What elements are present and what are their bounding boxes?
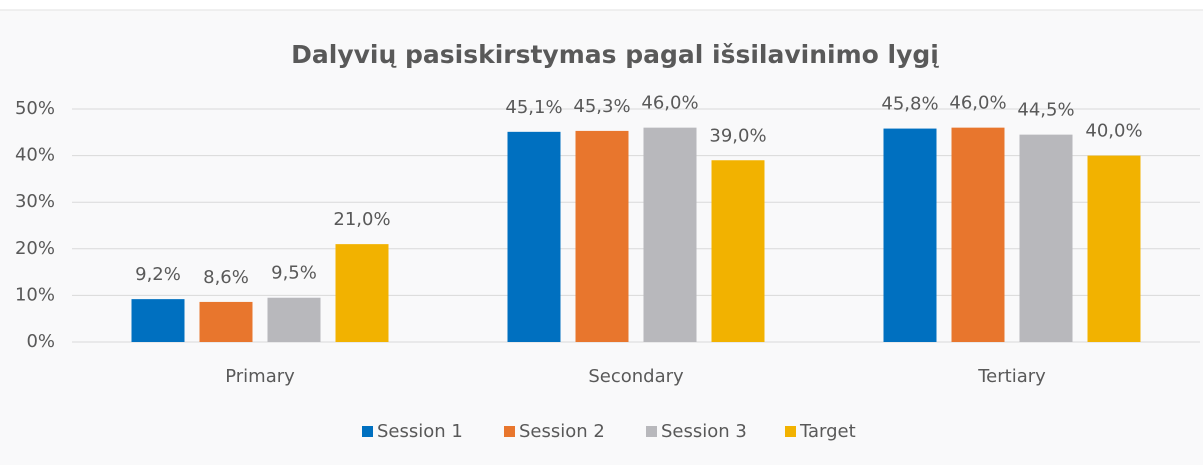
data-label: 45,3% [573, 96, 630, 117]
legend-swatch [646, 426, 657, 437]
x-tick-label: Secondary [588, 366, 684, 387]
data-label: 45,8% [881, 94, 938, 115]
y-tick-label: 30% [15, 191, 55, 212]
data-label: 21,0% [333, 209, 390, 230]
legend-swatch [504, 426, 515, 437]
chart-title: Dalyvių pasiskirstymas pagal išsilavinim… [291, 40, 939, 69]
bar [335, 244, 389, 342]
bar [951, 127, 1005, 342]
bar [131, 299, 185, 342]
data-label: 8,6% [203, 267, 249, 288]
data-label: 46,0% [949, 93, 1006, 114]
bar [507, 131, 561, 342]
legend-label: Session 2 [519, 421, 605, 442]
legend-swatch [362, 426, 373, 437]
bar [883, 128, 937, 342]
data-label: 46,0% [641, 93, 698, 114]
legend-label: Target [799, 421, 856, 442]
data-label: 40,0% [1085, 121, 1142, 142]
y-tick-label: 0% [26, 331, 55, 352]
legend-label: Session 1 [377, 421, 463, 442]
bar [199, 301, 253, 342]
data-label: 45,1% [505, 97, 562, 118]
legend-label: Session 3 [661, 421, 747, 442]
data-label: 9,2% [135, 264, 181, 285]
y-tick-label: 10% [15, 284, 55, 305]
bar [575, 130, 629, 342]
bar [643, 127, 697, 342]
y-tick-label: 50% [15, 98, 55, 119]
bar [711, 160, 765, 342]
data-label: 44,5% [1017, 100, 1074, 121]
legend-swatch [785, 426, 796, 437]
y-tick-label: 40% [15, 145, 55, 166]
data-label: 9,5% [271, 263, 317, 284]
bar [267, 297, 321, 342]
bar [1019, 134, 1073, 342]
data-label: 39,0% [709, 125, 766, 146]
x-tick-label: Primary [225, 366, 295, 387]
x-tick-label: Tertiary [977, 366, 1046, 387]
y-tick-label: 20% [15, 238, 55, 259]
bar [1087, 155, 1141, 342]
